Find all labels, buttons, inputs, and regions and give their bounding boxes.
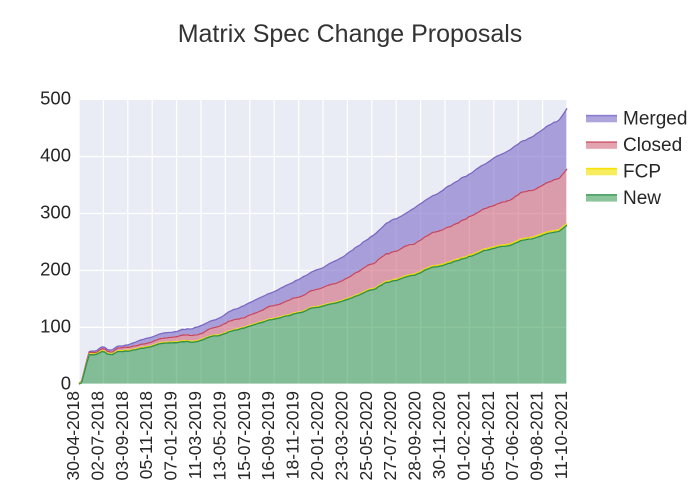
svg-text:200: 200 [40,259,71,280]
svg-text:09-08-2021: 09-08-2021 [527,391,547,481]
svg-text:New: New [623,188,661,209]
svg-text:05-04-2021: 05-04-2021 [478,391,498,481]
svg-text:16-09-2019: 16-09-2019 [258,391,278,481]
svg-text:FCP: FCP [623,162,661,183]
svg-text:05-11-2018: 05-11-2018 [136,391,156,479]
svg-text:100: 100 [40,316,71,337]
svg-text:500: 500 [40,88,71,109]
svg-text:27-07-2020: 27-07-2020 [380,391,400,481]
svg-text:07-06-2021: 07-06-2021 [502,391,522,481]
svg-text:18-11-2019: 18-11-2019 [283,391,303,479]
svg-text:01-02-2021: 01-02-2021 [453,391,473,481]
svg-text:11-03-2019: 11-03-2019 [185,391,205,479]
svg-text:11-10-2021: 11-10-2021 [551,391,571,479]
svg-text:28-09-2020: 28-09-2020 [405,391,425,481]
svg-text:02-07-2018: 02-07-2018 [87,391,107,481]
svg-text:15-07-2019: 15-07-2019 [234,391,254,481]
svg-text:03-09-2018: 03-09-2018 [112,391,132,481]
svg-text:20-01-2020: 20-01-2020 [307,391,327,481]
svg-text:Merged: Merged [623,109,687,130]
svg-text:23-03-2020: 23-03-2020 [331,391,351,481]
svg-text:Closed: Closed [623,135,682,156]
svg-text:25-05-2020: 25-05-2020 [356,391,376,481]
svg-text:07-01-2019: 07-01-2019 [161,391,181,481]
svg-text:30-11-2020: 30-11-2020 [429,391,449,479]
svg-text:300: 300 [40,202,71,223]
svg-text:0: 0 [61,373,71,394]
svg-text:30-04-2018: 30-04-2018 [63,391,83,481]
svg-text:13-05-2019: 13-05-2019 [209,391,229,481]
svg-text:400: 400 [40,145,71,166]
